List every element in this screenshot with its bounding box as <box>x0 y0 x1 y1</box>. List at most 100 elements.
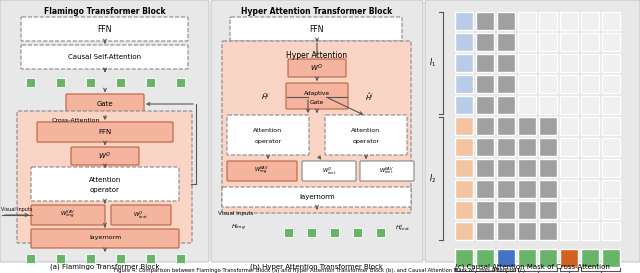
Text: Visual Inputs: Visual Inputs <box>218 212 253 216</box>
FancyBboxPatch shape <box>17 111 192 243</box>
Bar <box>455 159 473 177</box>
Bar <box>518 54 536 72</box>
Bar <box>581 138 599 156</box>
Bar <box>560 249 578 267</box>
Bar <box>145 78 154 87</box>
Bar <box>602 117 620 135</box>
Text: Gate: Gate <box>97 101 113 107</box>
Bar <box>560 96 578 114</box>
Bar <box>476 159 494 177</box>
Bar <box>497 138 515 156</box>
Text: Hyper Attention: Hyper Attention <box>287 51 348 60</box>
Text: Visual inputs: Visual inputs <box>1 207 33 212</box>
Bar <box>518 222 536 240</box>
Bar <box>175 254 184 263</box>
Bar <box>539 117 557 135</box>
Text: FFN: FFN <box>99 129 111 135</box>
FancyBboxPatch shape <box>211 0 423 262</box>
Bar <box>497 54 515 72</box>
Bar <box>560 12 578 30</box>
Bar <box>581 54 599 72</box>
Bar <box>497 201 515 219</box>
Bar <box>581 201 599 219</box>
Bar <box>26 254 35 263</box>
Text: $W_{text}^{Q}$: $W_{text}^{Q}$ <box>322 165 337 177</box>
FancyBboxPatch shape <box>425 0 640 262</box>
Bar <box>115 254 125 263</box>
Text: $W_{img}^{KAV}$: $W_{img}^{KAV}$ <box>254 165 269 177</box>
Text: $W^O$: $W^O$ <box>99 150 111 162</box>
FancyBboxPatch shape <box>0 0 209 262</box>
Bar <box>602 12 620 30</box>
Bar <box>518 117 536 135</box>
Bar <box>455 222 473 240</box>
Bar <box>497 75 515 93</box>
Text: Attention: Attention <box>253 129 283 133</box>
Bar <box>602 159 620 177</box>
Bar <box>581 12 599 30</box>
Bar <box>560 180 578 198</box>
Text: Adaptive: Adaptive <box>304 91 330 96</box>
Bar <box>455 96 473 114</box>
Text: operator: operator <box>353 140 380 144</box>
Text: $W_{text}^{KAV}$: $W_{text}^{KAV}$ <box>380 166 395 176</box>
Bar <box>476 180 494 198</box>
Bar <box>476 249 494 267</box>
FancyBboxPatch shape <box>227 161 297 181</box>
Bar <box>539 138 557 156</box>
Bar <box>497 117 515 135</box>
Bar <box>497 12 515 30</box>
Text: (b) Hyper Attention Transformer Block: (b) Hyper Attention Transformer Block <box>250 264 383 270</box>
Bar <box>539 201 557 219</box>
Bar <box>581 222 599 240</box>
Bar <box>455 201 473 219</box>
Bar <box>56 254 65 263</box>
Text: Cross-Attention: Cross-Attention <box>52 117 100 123</box>
Bar <box>539 75 557 93</box>
Text: Figure 4: Comparison between Flamingo Transformer Block (a) and Hyper Attention : Figure 4: Comparison between Flamingo Tr… <box>115 268 525 273</box>
Bar <box>602 249 620 267</box>
Bar <box>560 201 578 219</box>
Text: FFN: FFN <box>98 25 112 34</box>
Bar <box>455 180 473 198</box>
Bar <box>581 117 599 135</box>
Bar <box>560 75 578 93</box>
Bar <box>455 75 473 93</box>
Bar <box>476 75 494 93</box>
Bar <box>560 138 578 156</box>
FancyBboxPatch shape <box>71 147 139 165</box>
Bar <box>539 33 557 51</box>
Bar <box>518 12 536 30</box>
Text: $\bar{H}^i$: $\bar{H}^i$ <box>260 91 269 103</box>
Bar <box>497 222 515 240</box>
Bar <box>56 78 65 87</box>
FancyBboxPatch shape <box>360 161 414 181</box>
Text: layernorm: layernorm <box>299 194 335 200</box>
FancyBboxPatch shape <box>21 45 188 69</box>
Text: $I_2$: $I_2$ <box>429 172 436 185</box>
Text: FFN: FFN <box>310 25 324 34</box>
Bar <box>581 180 599 198</box>
Bar <box>560 54 578 72</box>
Bar <box>455 138 473 156</box>
FancyBboxPatch shape <box>111 205 171 225</box>
Bar <box>560 222 578 240</box>
Bar <box>518 201 536 219</box>
Bar <box>602 54 620 72</box>
Text: Hyper Attention Transformer Block: Hyper Attention Transformer Block <box>241 7 392 16</box>
Bar <box>497 33 515 51</box>
Bar <box>539 12 557 30</box>
Bar <box>560 159 578 177</box>
Bar <box>455 12 473 30</box>
Bar <box>476 12 494 30</box>
Bar <box>581 33 599 51</box>
Bar <box>497 96 515 114</box>
Bar <box>539 249 557 267</box>
Bar <box>307 227 316 236</box>
Text: Attention: Attention <box>351 129 381 133</box>
Bar <box>518 96 536 114</box>
Bar <box>115 78 125 87</box>
Bar <box>518 75 536 93</box>
FancyBboxPatch shape <box>222 187 411 207</box>
Text: operator: operator <box>254 140 282 144</box>
